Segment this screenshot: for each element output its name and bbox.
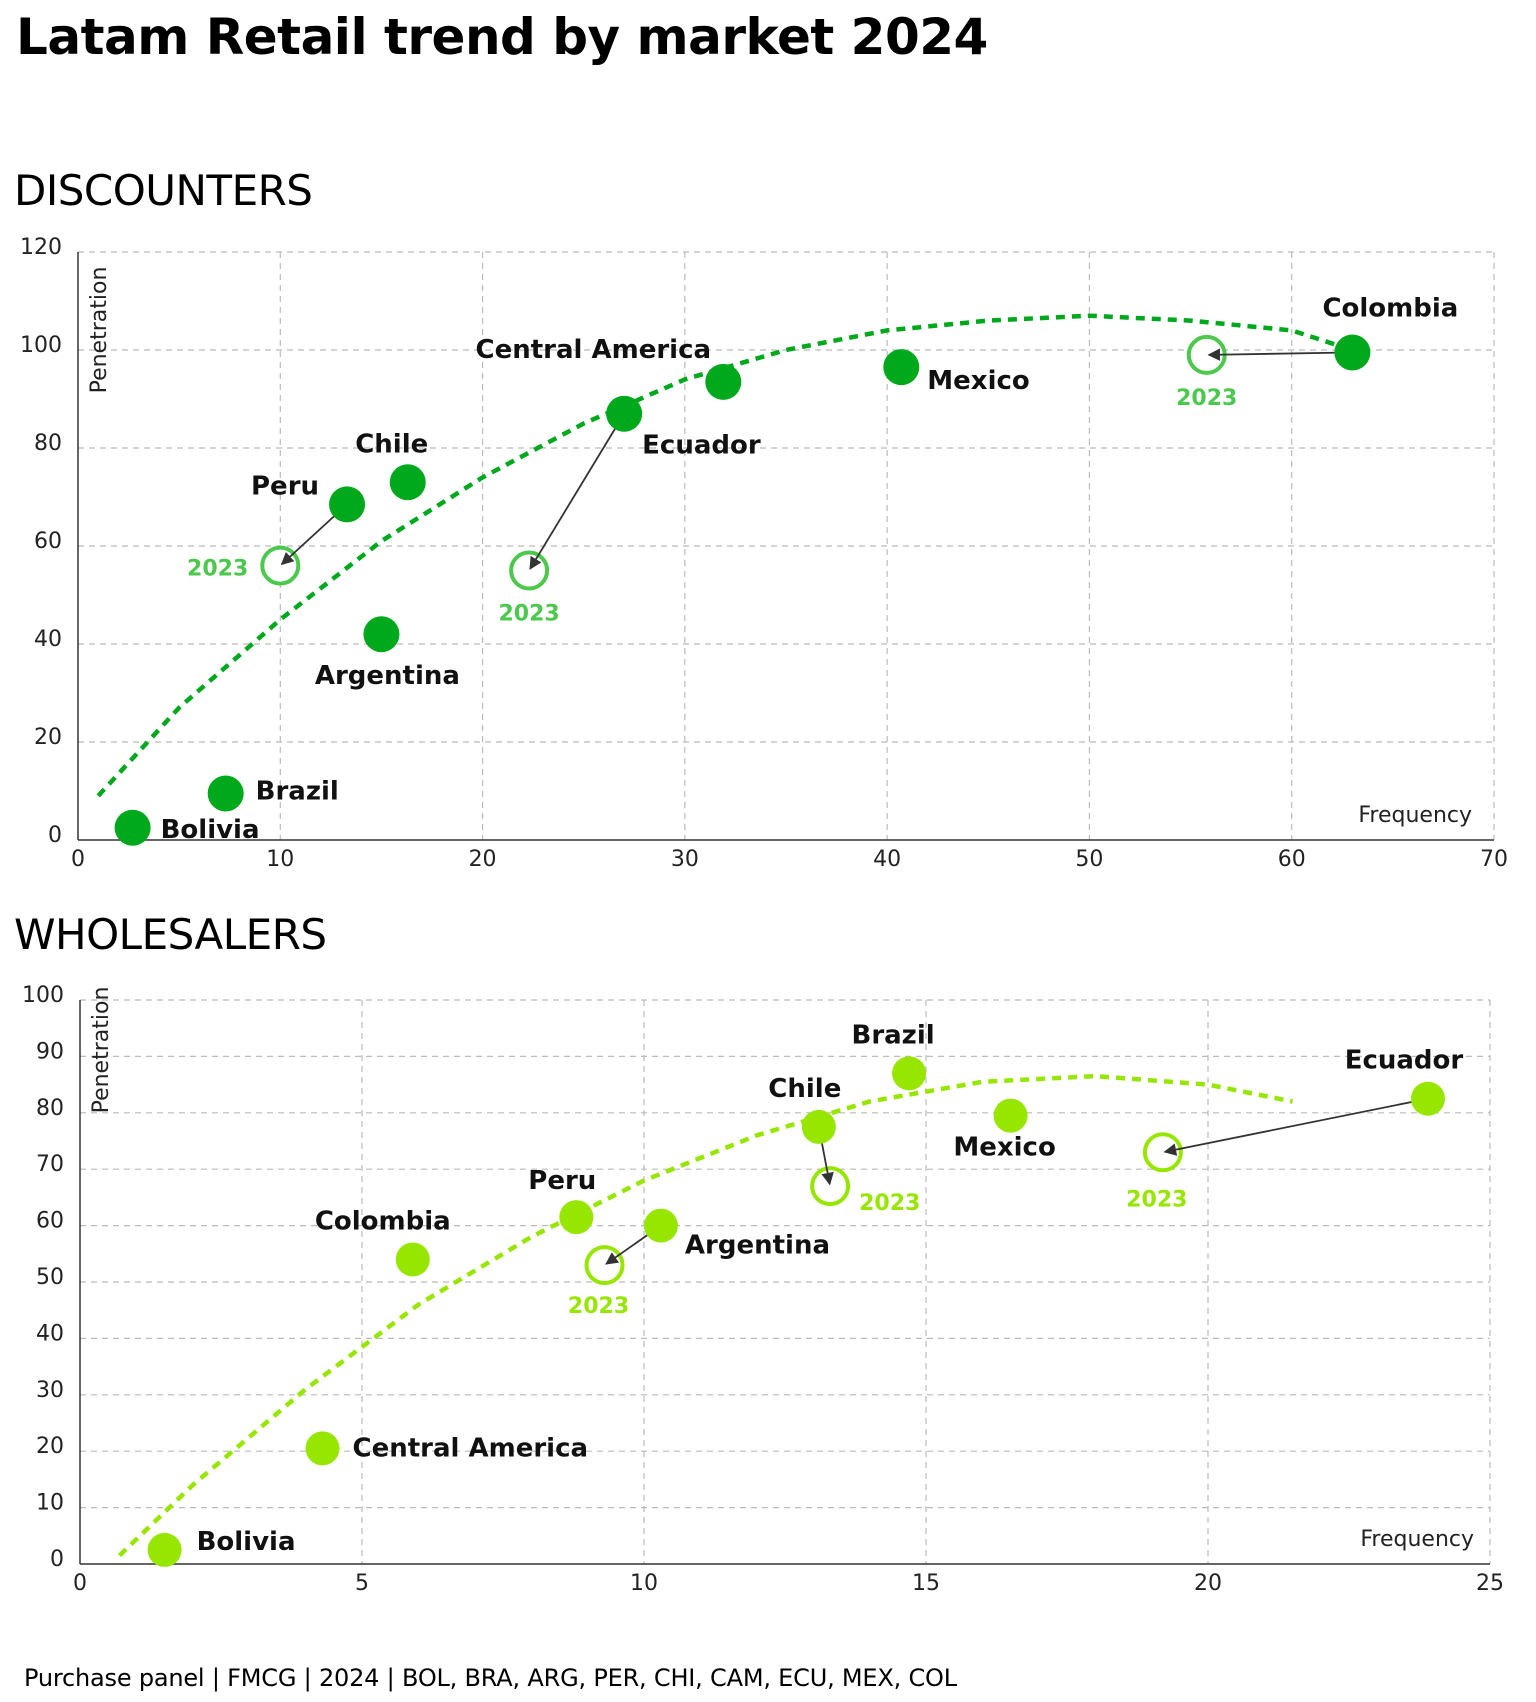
disc-point-label-central-america: Central America xyxy=(476,335,712,365)
whol-point-argentina xyxy=(643,1208,678,1243)
whol-ytick-label: 30 xyxy=(36,1378,64,1403)
disc-ytick-label: 100 xyxy=(20,333,62,358)
disc-ytick-label: 20 xyxy=(34,725,62,750)
whol-trendline xyxy=(117,1073,1294,1558)
disc-xtick-label: 30 xyxy=(671,847,699,870)
whol-ytick-label: 90 xyxy=(36,1039,64,1064)
disc-point-colombia xyxy=(1334,334,1371,371)
whol-prev-label-argentina: 2023 xyxy=(568,1294,629,1319)
disc-ytick-label: 60 xyxy=(34,529,62,554)
whol-prev-point-chile xyxy=(810,1166,851,1207)
disc-point-argentina xyxy=(363,616,400,653)
whol-point-mexico xyxy=(993,1098,1028,1133)
disc-point-label-brazil: Brazil xyxy=(256,776,339,806)
whol-prev-label-ecuador: 2023 xyxy=(1126,1187,1187,1212)
discounters-chart: 0 20 40 60 80 100 120 0 10 20 30 40 50 60 70 Frequency P… xyxy=(20,235,1508,870)
whol-point-label-colombia: Colombia xyxy=(315,1206,451,1236)
whol-ytick-label: 10 xyxy=(36,1491,64,1516)
disc-point-label-peru: Peru xyxy=(251,471,319,501)
disc-point-mexico xyxy=(883,349,920,386)
disc-ytick-label: 120 xyxy=(20,235,62,260)
source-footer: Purchase panel | FMCG | 2024 | BOL, BRA,… xyxy=(24,1664,957,1692)
disc-point-label-colombia: Colombia xyxy=(1322,293,1458,323)
whol-ytick-label: 100 xyxy=(22,983,64,1008)
whol-point-label-brazil: Brazil xyxy=(852,1020,935,1050)
whol-point-label-chile: Chile xyxy=(768,1074,841,1104)
disc-xtick-label: 0 xyxy=(71,847,85,870)
disc-point-label-chile: Chile xyxy=(355,429,428,459)
whol-point-label-peru: Peru xyxy=(528,1166,596,1196)
page-title: Latam Retail trend by market 2024 xyxy=(16,8,988,66)
disc-xtick-label: 50 xyxy=(1075,847,1103,870)
whol-point-label-ecuador: Ecuador xyxy=(1345,1046,1464,1076)
discounters-title: DISCOUNTERS xyxy=(14,166,313,215)
disc-change-arrow-peru xyxy=(280,506,346,566)
whol-xtick-label: 5 xyxy=(355,1571,369,1596)
whol-xtick-label: 15 xyxy=(912,1571,940,1596)
whol-point-label-mexico: Mexico xyxy=(953,1133,1055,1163)
whol-y-axis-label: Penetration xyxy=(89,987,114,1114)
whol-prev-point-ecuador xyxy=(1142,1132,1183,1173)
disc-prev-label-peru: 2023 xyxy=(187,557,248,582)
whol-point-label-bolivia: Bolivia xyxy=(197,1527,296,1557)
disc-xtick-label: 40 xyxy=(873,847,901,870)
wholesalers-chart: 0 10 20 30 40 50 60 70 80 90 100 0 5 10 15 20 25Frequenc… xyxy=(22,983,1504,1596)
disc-point-brazil xyxy=(207,775,244,812)
whol-xtick-label: 25 xyxy=(1476,1571,1504,1596)
whol-ytick-label: 60 xyxy=(36,1209,64,1234)
disc-prev-label-colombia: 2023 xyxy=(1176,386,1237,411)
disc-point-bolivia xyxy=(114,809,151,846)
disc-y-axis-label: Penetration xyxy=(87,267,112,394)
whol-point-chile xyxy=(801,1109,836,1144)
whol-point-colombia xyxy=(395,1242,430,1277)
disc-point-label-bolivia: Bolivia xyxy=(161,815,260,845)
whol-point-label-argentina: Argentina xyxy=(685,1231,830,1261)
whol-x-axis-label: Frequency xyxy=(1360,1527,1474,1552)
whol-point-label-central-america: Central America xyxy=(353,1433,589,1463)
whol-xtick-label: 20 xyxy=(1194,1571,1222,1596)
whol-point-bolivia xyxy=(147,1532,182,1567)
whol-ytick-label: 40 xyxy=(36,1321,64,1346)
disc-ytick-label: 0 xyxy=(48,823,62,848)
disc-point-label-mexico: Mexico xyxy=(927,366,1029,396)
disc-point-chile xyxy=(389,464,426,501)
disc-xtick-label: 70 xyxy=(1480,847,1508,870)
disc-xtick-label: 20 xyxy=(469,847,497,870)
whol-xtick-label: 0 xyxy=(73,1571,87,1596)
whol-point-central-america xyxy=(305,1431,340,1466)
disc-ytick-label: 80 xyxy=(34,431,62,456)
wholesalers-title: WHOLESALERS xyxy=(14,910,327,959)
disc-prev-label-ecuador: 2023 xyxy=(498,602,559,627)
whol-point-ecuador xyxy=(1410,1081,1445,1116)
disc-ytick-label: 40 xyxy=(34,627,62,652)
whol-ytick-label: 70 xyxy=(36,1152,64,1177)
disc-prev-point-ecuador xyxy=(509,550,550,591)
disc-point-label-argentina: Argentina xyxy=(315,661,460,691)
disc-point-central-america xyxy=(705,363,742,400)
whol-xtick-label: 10 xyxy=(630,1571,658,1596)
whol-ytick-label: 0 xyxy=(50,1547,64,1572)
whol-change-arrow-ecuador xyxy=(1163,1095,1426,1156)
whol-point-peru xyxy=(559,1200,594,1235)
disc-xtick-label: 10 xyxy=(266,847,294,870)
whol-point-brazil xyxy=(892,1056,927,1091)
disc-point-ecuador xyxy=(606,395,643,432)
disc-trendline xyxy=(96,313,1354,798)
disc-change-arrow-ecuador xyxy=(529,416,623,570)
whol-ytick-label: 50 xyxy=(36,1265,64,1290)
disc-point-peru xyxy=(329,486,366,523)
whol-prev-label-chile: 2023 xyxy=(859,1191,920,1216)
disc-xtick-label: 60 xyxy=(1278,847,1306,870)
disc-point-label-ecuador: Ecuador xyxy=(642,431,761,461)
disc-x-axis-label: Frequency xyxy=(1358,803,1472,828)
disc-change-arrow-colombia xyxy=(1207,346,1350,361)
whol-prev-point-argentina xyxy=(584,1245,625,1286)
whol-ytick-label: 20 xyxy=(36,1434,64,1459)
whol-ytick-label: 80 xyxy=(36,1096,64,1121)
